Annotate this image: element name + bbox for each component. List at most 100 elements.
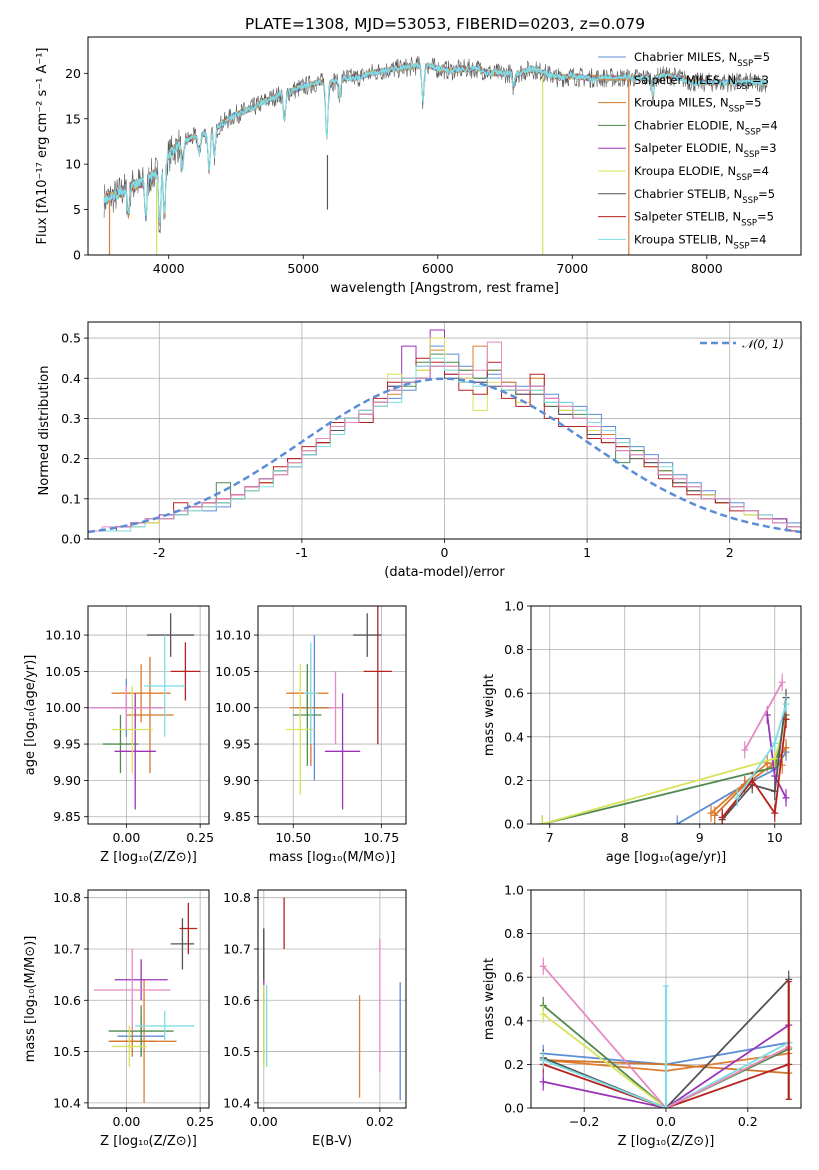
y-tick-label: 0.2 [504,773,524,788]
y-tick-label: 0.0 [504,817,524,832]
y-tick-label: 9.90 [223,773,251,788]
x-tick-label: 2 [726,545,734,560]
y-tick-label: 0.2 [61,451,81,466]
y-tick-label: 15 [65,111,81,126]
axes-frame [87,889,210,1109]
y-tick-label: 10.05 [215,664,251,679]
y-axis-label: mass weight [482,958,497,1040]
y-tick-label: 10.5 [53,1044,81,1059]
spectrum-lines [103,56,768,255]
x-axis-label: Z [log₁₀(Z/Z⊙)] [618,1134,715,1149]
gaussian-curve [88,377,801,534]
x-tick-label: 4000 [153,261,185,276]
x-tick-label: 0.25 [186,1114,214,1129]
legend-subscript: SSP [742,196,758,206]
x-axis-label: Z [log₁₀(Z/Z⊙)] [100,1134,197,1149]
x-tick-label: 10.50 [275,830,311,845]
y-tick-label: 10.7 [223,941,251,956]
legend-label: Kroupa STELIB, NSSP=4 [634,232,766,251]
y-tick-label: 10.10 [45,628,81,643]
mass_weight_vs_age-panel: 7 8 9 10 0.0 0.2 0.4 0.6 0.8 1.0 age [log₁₀(age/yr… [482,599,802,865]
x-axis-label: wavelength [Angstrom, rest frame] [330,281,559,296]
legend-value: =3 [760,141,777,155]
legend-subscript: SSP [734,241,750,251]
weight-line-chabrier_elodie [542,1004,790,1108]
y-tick-label: 10 [65,157,81,172]
legend-label: Chabrier STELIB, NSSP=5 [634,187,775,206]
histogram-step-pink [88,341,801,539]
y-tick-label: 0.4 [61,371,81,386]
y-axis-label: mass [log₁₀(M/M⊙)] [23,936,38,1063]
x-tick-label: 7 [546,830,554,845]
x-tick-label: 5000 [287,261,319,276]
legend-label: Kroupa MILES, NSSP=5 [634,96,761,115]
weight-line-chabrier_stelib [542,978,790,1108]
legend-value: =5 [758,187,775,201]
legend-value: =4 [752,164,769,178]
x-tick-label: 1 [583,545,591,560]
y-tick-label: 9.95 [53,737,81,752]
legend-label-gaussian: 𝒩(0, 1) [742,337,784,351]
y-tick-label: 0.4 [504,729,524,744]
x-tick-label: 0.02 [366,1114,394,1129]
legend-subscript: SSP [741,219,757,229]
y-axis-label: Flux [fλ10⁻¹⁷ erg cm⁻² s⁻¹ A⁻¹] [35,48,50,245]
y-axis-label: age [log₁₀(age/yr)] [23,655,38,776]
y-tick-label: 10.6 [223,993,251,1008]
y-tick-label: 9.85 [53,809,81,824]
axes-frame [530,605,802,825]
x-tick-label: 7000 [556,261,588,276]
y-tick-label: 0.4 [504,1013,524,1028]
y-tick-label: 20 [65,66,81,81]
y-tick-label: 10.4 [223,1095,251,1110]
y-tick-label: 10.00 [215,700,251,715]
histogram-panel: -2 -1 0 1 2 0.0 0.1 0.2 0.3 0.4 0.5 (data-model)/er… [37,321,802,580]
weight-line-chabrier_elodie [542,714,787,824]
legend-subscript: SSP [737,59,753,69]
x-tick-label: 0.2 [738,1114,758,1129]
mass_vs_EBV-points [263,897,401,1101]
spectrum-line-kroupa_stelib [103,61,768,223]
x-tick-label: 8 [621,830,629,845]
x-tick-label: 9 [696,830,704,845]
histogram-legend: 𝒩(0, 1) [700,337,784,351]
mass_vs_Z-panel: 0.00 0.25 10.4 10.5 10.6 10.7 10.8 Z [log₁₀(Z/Z… [23,889,214,1149]
y-tick-label: 5 [73,202,81,217]
y-tick-label: 10.5 [223,1044,251,1059]
x-tick-label: -2 [153,545,165,560]
spectrum-panel: 4000 5000 6000 7000 8000 0 5 10 15 20 wavelength [… [35,36,802,296]
legend-label: Chabrier MILES, NSSP=5 [634,50,770,69]
legend-value: =5 [757,210,774,224]
legend-label: Chabrier ELODIE, NSSP=4 [634,118,778,137]
legend-value: =4 [761,118,778,132]
axes-frame [257,605,407,825]
y-tick-label: 0.8 [504,926,524,941]
mass_vs_Z-points [93,902,198,1103]
age_vs_Z-points [88,613,201,810]
y-tick-label: 1.0 [504,599,524,614]
weight-line-pink [542,965,790,1108]
x-tick-label: -1 [296,545,308,560]
y-tick-label: 1.0 [504,883,524,898]
y-tick-label: 0.2 [504,1057,524,1072]
age_vs_mass-panel: 10.50 10.75 9.85 9.90 9.95 10.00 10.05 10.10 mas… [215,605,407,865]
x-tick-label: −0.2 [569,1114,599,1129]
x-axis-label: E(B-V) [312,1134,352,1149]
y-tick-label: 0.1 [61,491,81,506]
weight-line-kroupa_stelib [542,1041,790,1108]
x-tick-label: 0.25 [186,830,214,845]
legend-value: =4 [749,232,766,246]
mass_vs_EBV-panel: 0.00 0.02 10.4 10.5 10.6 10.7 10.8 E(B-V) [223,889,407,1149]
weight-line-salpeter_stelib [542,1063,790,1108]
x-tick-label: 0.0 [656,1114,676,1129]
y-tick-label: 0.5 [61,331,81,346]
histogram-series [88,329,801,539]
y-tick-label: 9.85 [223,809,251,824]
y-tick-label: 9.90 [53,773,81,788]
y-tick-label: 0.8 [504,642,524,657]
y-tick-label: 0.3 [61,411,81,426]
y-tick-label: 0 [73,248,81,263]
y-tick-label: 0.0 [504,1101,524,1116]
y-tick-label: 10.05 [45,664,81,679]
